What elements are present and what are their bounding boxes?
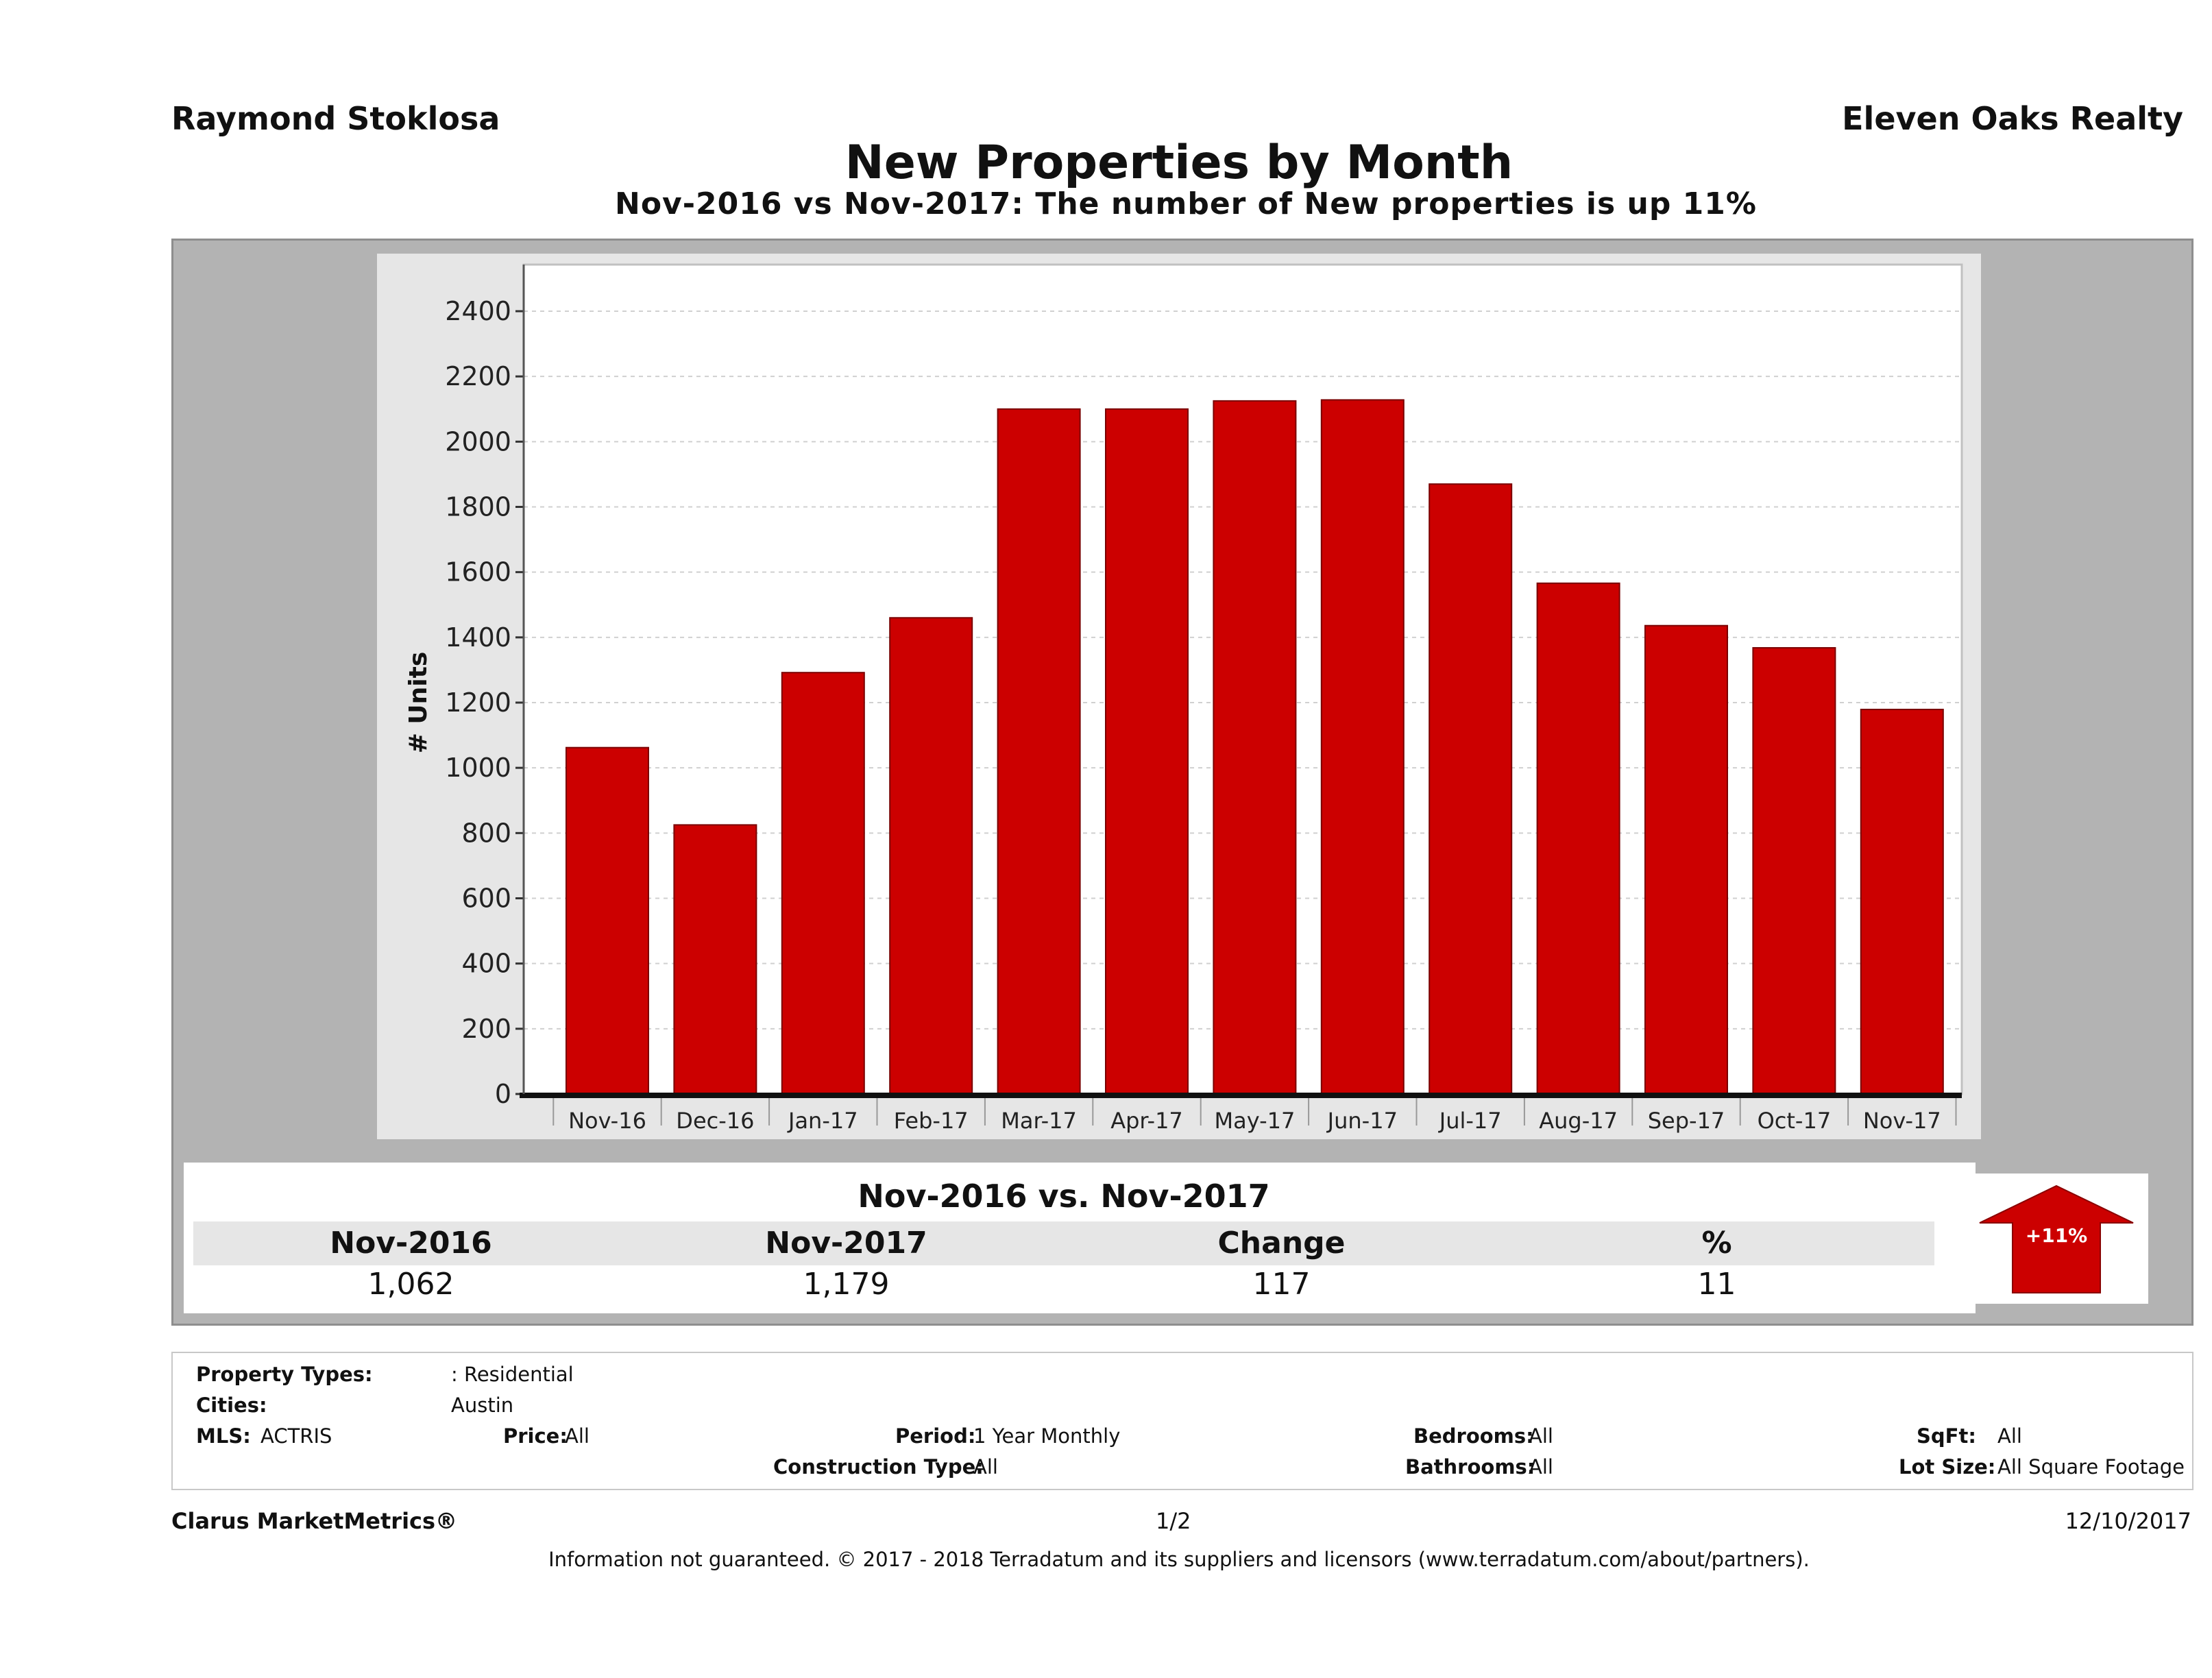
- brokerage-name: Eleven Oaks Realty: [1842, 100, 2183, 137]
- bar: [1429, 483, 1513, 1095]
- x-tick-label: Jan-17: [787, 1108, 858, 1134]
- bar: [1644, 624, 1728, 1095]
- summary-header-prev: Nov-2016: [330, 1226, 492, 1261]
- sqft-value: All: [1997, 1424, 2022, 1448]
- x-tick-label: Nov-16: [568, 1108, 646, 1134]
- bar-chart: 0 200 400 600 800 1000 1200 1400 1600 1800 2000 220…: [404, 263, 1963, 1134]
- bar: [673, 824, 757, 1095]
- bathrooms-label: Bathrooms:: [1405, 1455, 1535, 1479]
- period-label: Period:: [895, 1424, 976, 1448]
- summary-title: Nov-2016 vs. Nov-2017: [858, 1178, 1270, 1215]
- y-tick-label: 1200: [445, 688, 511, 718]
- summary-value-curr: 1,179: [803, 1267, 890, 1302]
- bar: [997, 408, 1081, 1095]
- bar: [1213, 400, 1297, 1095]
- lot-size-value: All Square Footage: [1997, 1455, 2185, 1479]
- bedrooms-value: All: [1529, 1424, 1553, 1448]
- agent-name: Raymond Stoklosa: [171, 100, 500, 137]
- y-tick-label: 2000: [445, 426, 511, 457]
- bar: [1752, 647, 1836, 1095]
- summary-value-change: 117: [1252, 1267, 1311, 1302]
- bathrooms-value: All: [1529, 1455, 1553, 1479]
- bar: [1320, 399, 1405, 1095]
- y-tick-label: 200: [461, 1014, 511, 1044]
- footer-brand: Clarus MarketMetrics®: [171, 1508, 458, 1534]
- x-tick-label: Dec-16: [676, 1108, 754, 1134]
- x-tick-label: Nov-17: [1863, 1108, 1941, 1134]
- summary-value-prev: 1,062: [367, 1267, 454, 1302]
- x-tick-label: Apr-17: [1110, 1108, 1183, 1134]
- y-tick-label: 1400: [445, 622, 511, 653]
- x-tick-label: May-17: [1214, 1108, 1295, 1134]
- price-label: Price:: [503, 1424, 568, 1448]
- bar: [566, 746, 649, 1095]
- report-title: New Properties by Month: [844, 136, 1514, 190]
- x-tick-label: Feb-17: [894, 1108, 969, 1134]
- change-badge: +11%: [1965, 1174, 2148, 1304]
- x-tick-label: Aug-17: [1539, 1108, 1618, 1134]
- summary-value-percent: 11: [1697, 1267, 1736, 1302]
- x-tick-label: Oct-17: [1758, 1108, 1832, 1134]
- mls-label: MLS:: [196, 1424, 251, 1448]
- mls-value: ACTRIS: [260, 1424, 332, 1448]
- construction-type-label: Construction Type:: [773, 1455, 984, 1479]
- report-date: 12/10/2017: [2065, 1508, 2191, 1534]
- summary-header-change: Change: [1217, 1226, 1346, 1261]
- up-arrow-icon: +11%: [1979, 1184, 2134, 1293]
- summary-value-row: [193, 1265, 1934, 1306]
- y-tick-label: 0: [495, 1079, 511, 1109]
- page-number: 1/2: [1156, 1508, 1191, 1534]
- y-tick-label: 400: [461, 949, 511, 979]
- construction-type-value: All: [973, 1455, 998, 1479]
- bar: [781, 672, 865, 1095]
- summary-header-row: [193, 1221, 1934, 1265]
- y-axis-label: # Units: [404, 652, 433, 754]
- summary-header-percent: %: [1701, 1226, 1732, 1261]
- lot-size-label: Lot Size:: [1899, 1455, 1996, 1479]
- cities-label: Cities:: [196, 1394, 267, 1417]
- summary-title-row: [193, 1174, 1934, 1221]
- bar: [1860, 708, 1944, 1095]
- x-tick-label: Jun-17: [1326, 1108, 1398, 1134]
- sqft-label: SqFt:: [1917, 1424, 1976, 1448]
- report-subtitle: Nov-2016 vs Nov-2017: The number of New …: [615, 186, 1757, 221]
- property-types-label: Property Types:: [196, 1363, 373, 1386]
- y-tick-label: 1800: [445, 492, 511, 522]
- bedrooms-label: Bedrooms:: [1413, 1424, 1534, 1448]
- price-value: All: [565, 1424, 590, 1448]
- disclaimer: Information not guaranteed. © 2017 - 201…: [548, 1548, 1810, 1571]
- period-value: 1 Year Monthly: [973, 1424, 1121, 1448]
- bar: [1536, 582, 1620, 1095]
- y-tick-label: 800: [461, 818, 511, 848]
- bar: [889, 617, 973, 1095]
- bar: [1105, 408, 1189, 1095]
- cities-value: Austin: [451, 1394, 514, 1417]
- property-types-value: : Residential: [451, 1363, 574, 1386]
- y-tick-label: 1600: [445, 557, 511, 587]
- y-tick-label: 600: [461, 884, 511, 914]
- summary-header-curr: Nov-2017: [765, 1226, 927, 1261]
- criteria-panel: [171, 1352, 2193, 1490]
- x-tick-label: Mar-17: [1001, 1108, 1077, 1134]
- y-tick-label: 1000: [445, 753, 511, 783]
- x-tick-label: Sep-17: [1648, 1108, 1725, 1134]
- y-tick-label: 2400: [445, 296, 511, 326]
- change-badge-label: +11%: [2026, 1224, 2087, 1247]
- y-tick-label: 2200: [445, 361, 511, 391]
- x-tick-label: Jul-17: [1438, 1108, 1502, 1134]
